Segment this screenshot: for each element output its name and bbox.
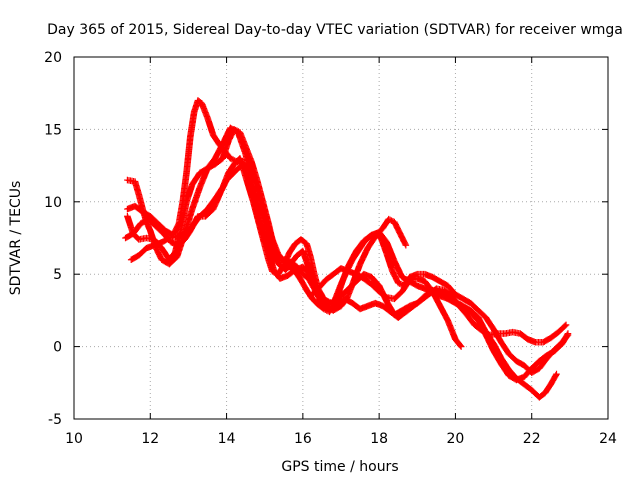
x-tick-label: 10 xyxy=(65,431,83,447)
plot-frame xyxy=(73,56,609,420)
x-axis-label: GPS time / hours xyxy=(281,459,398,475)
data-series xyxy=(122,160,572,376)
x-tick-label: 14 xyxy=(218,431,236,447)
x-tick-label: 22 xyxy=(523,431,541,447)
y-tick-label: -5 xyxy=(48,412,62,428)
grid-lines xyxy=(74,57,608,419)
data-point-markers xyxy=(307,265,465,350)
data-series xyxy=(307,265,465,350)
data-layer xyxy=(122,97,572,401)
y-axis-label: SDTVAR / TECUs xyxy=(8,181,24,296)
x-tick-label: 16 xyxy=(294,431,312,447)
y-tick-label: 15 xyxy=(44,122,62,138)
data-point-markers xyxy=(122,160,572,376)
y-tick-label: 10 xyxy=(44,195,62,211)
x-tick-label: 24 xyxy=(599,431,617,447)
chart-title: Day 365 of 2015, Sidereal Day-to-day VTE… xyxy=(47,22,623,38)
axis-ticks: 10 12 14 16 18 20 22 24 -5 0 5 10 15 20 xyxy=(44,50,617,447)
y-tick-label: 20 xyxy=(44,50,62,66)
y-tick-label: 5 xyxy=(53,267,62,283)
x-tick-label: 18 xyxy=(370,431,388,447)
x-tick-label: 12 xyxy=(141,431,159,447)
y-tick-label: 0 xyxy=(53,340,62,356)
x-tick-label: 20 xyxy=(447,431,465,447)
